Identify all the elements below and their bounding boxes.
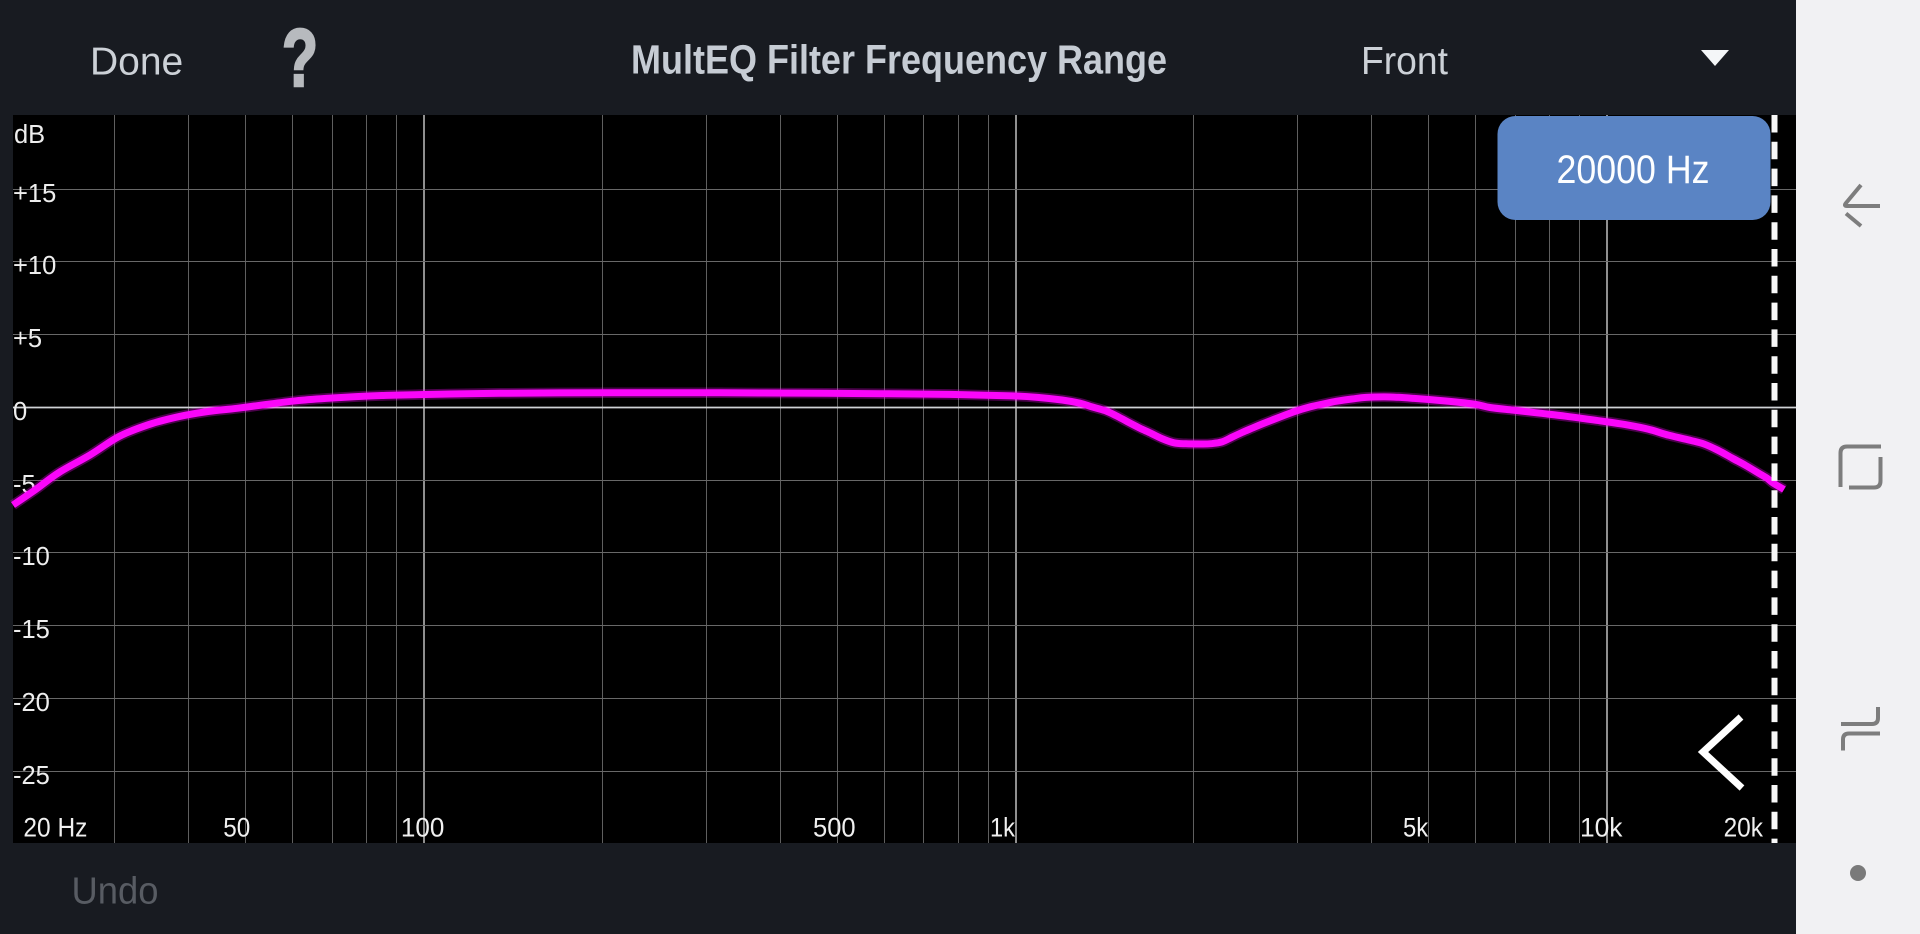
svg-text:dB: dB xyxy=(14,121,45,149)
svg-text:5k: 5k xyxy=(1403,813,1429,843)
svg-text:Undo: Undo xyxy=(72,871,159,913)
svg-text:10k: 10k xyxy=(1580,813,1623,843)
svg-text:Front: Front xyxy=(1361,40,1448,83)
svg-text:100: 100 xyxy=(401,813,445,843)
svg-text:+10: +10 xyxy=(13,252,56,280)
svg-text:0: 0 xyxy=(13,398,27,426)
svg-text:+15: +15 xyxy=(13,180,56,208)
svg-text:-20: -20 xyxy=(13,689,50,717)
svg-text:?: ? xyxy=(282,13,318,104)
svg-text:20 Hz: 20 Hz xyxy=(23,813,87,843)
svg-text:-25: -25 xyxy=(13,762,50,790)
svg-text:-15: -15 xyxy=(13,616,50,644)
svg-text:Done: Done xyxy=(90,41,183,84)
svg-text:20k: 20k xyxy=(1724,813,1764,843)
svg-text:500: 500 xyxy=(813,813,856,843)
svg-text:-10: -10 xyxy=(13,543,50,571)
svg-text:+5: +5 xyxy=(13,325,42,353)
svg-text:1k: 1k xyxy=(990,813,1015,843)
svg-text:20000 Hz: 20000 Hz xyxy=(1557,148,1710,192)
svg-text:MultEQ Filter Frequency Range: MultEQ Filter Frequency Range xyxy=(631,37,1167,83)
svg-text:50: 50 xyxy=(223,813,250,843)
